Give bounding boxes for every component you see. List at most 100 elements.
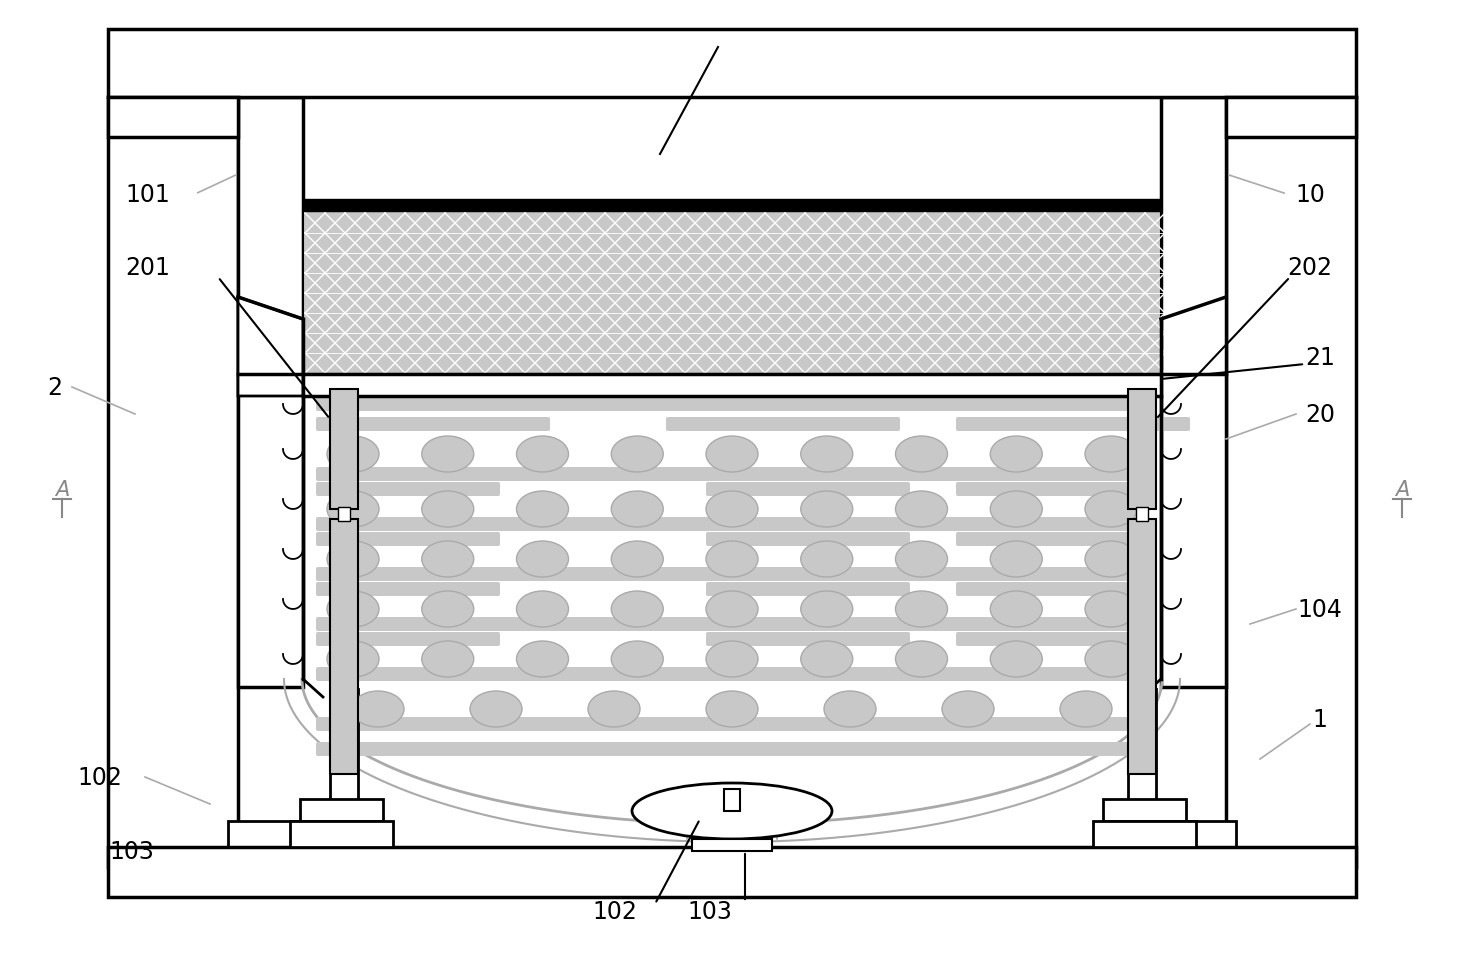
- Ellipse shape: [801, 591, 852, 627]
- FancyBboxPatch shape: [956, 582, 1140, 596]
- Ellipse shape: [706, 692, 758, 727]
- Bar: [228, 821, 313, 847]
- Ellipse shape: [801, 541, 852, 577]
- Text: 30: 30: [717, 30, 747, 54]
- Ellipse shape: [801, 491, 852, 528]
- Ellipse shape: [326, 641, 379, 677]
- Bar: [1151, 821, 1236, 847]
- Bar: [303, 199, 1161, 212]
- Bar: [338, 507, 350, 522]
- Ellipse shape: [326, 437, 379, 473]
- Ellipse shape: [351, 692, 404, 727]
- Bar: [1225, 98, 1356, 138]
- Ellipse shape: [990, 641, 1042, 677]
- Text: A: A: [1395, 480, 1410, 499]
- Ellipse shape: [422, 541, 474, 577]
- FancyBboxPatch shape: [316, 483, 501, 496]
- Bar: [1127, 520, 1157, 774]
- FancyBboxPatch shape: [316, 743, 1148, 756]
- Text: 103: 103: [110, 839, 154, 863]
- Ellipse shape: [1085, 591, 1138, 627]
- Ellipse shape: [612, 641, 663, 677]
- Ellipse shape: [612, 437, 663, 473]
- Bar: [303, 212, 1161, 374]
- Ellipse shape: [517, 437, 568, 473]
- Bar: [1127, 390, 1157, 509]
- Text: 1: 1: [1313, 707, 1328, 731]
- Ellipse shape: [706, 541, 758, 577]
- FancyBboxPatch shape: [316, 717, 1148, 731]
- Ellipse shape: [326, 541, 379, 577]
- Text: 102: 102: [78, 765, 123, 789]
- Ellipse shape: [706, 437, 758, 473]
- Bar: [725, 789, 739, 811]
- Ellipse shape: [990, 591, 1042, 627]
- Text: 101: 101: [126, 183, 170, 207]
- Bar: [239, 98, 303, 687]
- FancyBboxPatch shape: [316, 667, 1148, 681]
- Ellipse shape: [824, 692, 875, 727]
- Bar: [1225, 98, 1356, 868]
- Ellipse shape: [896, 641, 947, 677]
- FancyBboxPatch shape: [316, 568, 1148, 581]
- Ellipse shape: [1060, 692, 1113, 727]
- FancyBboxPatch shape: [316, 417, 550, 432]
- Ellipse shape: [422, 641, 474, 677]
- Ellipse shape: [326, 591, 379, 627]
- Ellipse shape: [990, 541, 1042, 577]
- Text: 2: 2: [47, 375, 63, 400]
- FancyBboxPatch shape: [956, 632, 1140, 647]
- Text: A: A: [54, 480, 69, 499]
- FancyBboxPatch shape: [956, 532, 1140, 546]
- Ellipse shape: [422, 437, 474, 473]
- Text: 10: 10: [1296, 183, 1325, 207]
- FancyBboxPatch shape: [956, 483, 1140, 496]
- FancyBboxPatch shape: [316, 398, 1148, 411]
- Ellipse shape: [1085, 491, 1138, 528]
- FancyBboxPatch shape: [316, 582, 501, 596]
- FancyBboxPatch shape: [316, 532, 501, 546]
- Text: 102: 102: [593, 899, 637, 923]
- Bar: [329, 390, 359, 509]
- Ellipse shape: [896, 491, 947, 528]
- Ellipse shape: [422, 491, 474, 528]
- FancyBboxPatch shape: [316, 468, 1148, 482]
- FancyBboxPatch shape: [316, 518, 1148, 531]
- Ellipse shape: [801, 437, 852, 473]
- Ellipse shape: [632, 784, 832, 839]
- Text: 104: 104: [1297, 597, 1342, 621]
- FancyBboxPatch shape: [666, 417, 900, 432]
- Ellipse shape: [517, 591, 568, 627]
- Bar: [1127, 690, 1157, 809]
- Ellipse shape: [589, 692, 640, 727]
- FancyBboxPatch shape: [706, 532, 911, 546]
- Bar: [108, 98, 239, 138]
- Ellipse shape: [612, 491, 663, 528]
- Bar: [1136, 507, 1148, 522]
- Bar: [1161, 98, 1225, 687]
- Ellipse shape: [706, 591, 758, 627]
- Bar: [108, 98, 239, 868]
- FancyBboxPatch shape: [706, 632, 911, 647]
- Bar: [303, 374, 1161, 397]
- Bar: [290, 821, 392, 847]
- Bar: [108, 847, 1356, 897]
- Ellipse shape: [706, 641, 758, 677]
- Ellipse shape: [422, 591, 474, 627]
- Ellipse shape: [517, 641, 568, 677]
- Ellipse shape: [990, 491, 1042, 528]
- FancyBboxPatch shape: [956, 417, 1190, 432]
- Ellipse shape: [896, 437, 947, 473]
- Text: 21: 21: [1304, 346, 1335, 369]
- FancyBboxPatch shape: [706, 582, 911, 596]
- Bar: [108, 30, 1356, 98]
- Text: 20: 20: [1304, 403, 1335, 427]
- Ellipse shape: [517, 491, 568, 528]
- Ellipse shape: [990, 437, 1042, 473]
- FancyBboxPatch shape: [316, 632, 501, 647]
- Bar: [300, 799, 384, 821]
- Ellipse shape: [1085, 437, 1138, 473]
- Ellipse shape: [612, 541, 663, 577]
- FancyBboxPatch shape: [316, 617, 1148, 631]
- Text: 201: 201: [126, 256, 170, 279]
